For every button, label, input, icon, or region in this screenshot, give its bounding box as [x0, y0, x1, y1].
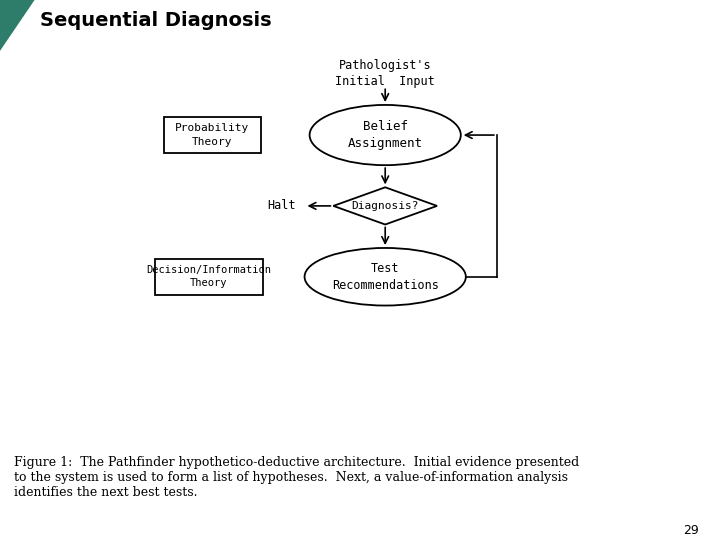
Text: Figure 1:  The Pathfinder hypothetico-deductive architecture.  Initial evidence : Figure 1: The Pathfinder hypothetico-ded…: [14, 456, 580, 500]
Text: Sequential Diagnosis: Sequential Diagnosis: [40, 11, 271, 30]
Text: Belief
Assignment: Belief Assignment: [348, 120, 423, 150]
Ellipse shape: [310, 105, 461, 165]
Text: Diagnosis?: Diagnosis?: [351, 201, 419, 211]
Text: Test
Recommendations: Test Recommendations: [332, 262, 438, 292]
Polygon shape: [333, 187, 437, 225]
Text: Probability
Theory: Probability Theory: [175, 124, 250, 147]
Ellipse shape: [305, 248, 466, 306]
Polygon shape: [0, 0, 35, 51]
Text: Decision/Information
Theory: Decision/Information Theory: [146, 265, 271, 288]
Text: 29: 29: [683, 524, 698, 537]
Text: Halt: Halt: [267, 199, 296, 212]
Bar: [155, 259, 263, 295]
Text: Pathologist's
Initial  Input: Pathologist's Initial Input: [336, 58, 435, 87]
Bar: [163, 117, 261, 153]
